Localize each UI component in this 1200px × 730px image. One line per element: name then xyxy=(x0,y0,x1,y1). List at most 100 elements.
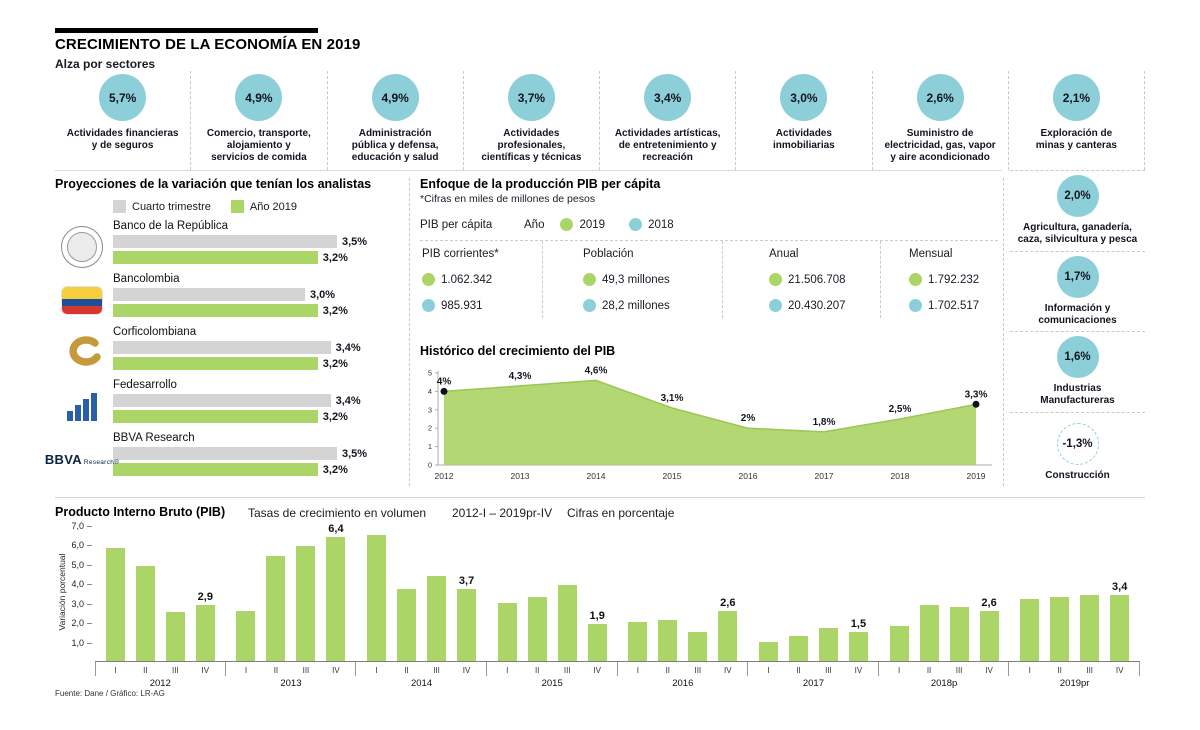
column-header: Mensual xyxy=(909,248,953,260)
q4-bar xyxy=(113,288,305,301)
year-label: 2016 xyxy=(672,678,694,689)
sector-item: 4,9% Comercio, transporte, alojamiento y … xyxy=(190,71,326,170)
bar-value-label: 2,6 xyxy=(720,596,736,609)
y-tick-mark xyxy=(87,584,92,586)
axis-tick xyxy=(95,662,96,676)
bar-slot xyxy=(367,534,387,661)
year-group: 2,6 I II III IV 2016 xyxy=(617,526,749,689)
quarter-label: II xyxy=(796,666,801,675)
pib-subtitle-volume: Tasas de crecimiento en volumen xyxy=(248,506,427,520)
bar-slot xyxy=(658,620,678,661)
quarter-label: IV xyxy=(332,666,340,675)
bar xyxy=(718,610,738,661)
column-header: PIB corrientes* xyxy=(422,248,499,260)
bar-slot xyxy=(296,546,316,661)
value-dot-2019 xyxy=(583,273,596,286)
y-tick-label: 5,0 xyxy=(71,559,84,570)
year-2019-bar xyxy=(113,463,318,476)
projections-legend: Cuarto trimestre Año 2019 xyxy=(113,200,405,213)
percapita-panel: Enfoque de la producción PIB per cápita … xyxy=(420,172,998,318)
quarter-label: III xyxy=(171,666,179,675)
quarter-label: IV xyxy=(985,666,993,675)
bar xyxy=(818,628,838,661)
bar-value-label: 6,4 xyxy=(328,522,344,535)
percapita-note: *Cifras en miles de millones de pesos xyxy=(420,193,596,205)
value-2018: 28,2 millones xyxy=(602,299,670,312)
sector-item: 3,7% Actividades profesionales, científic… xyxy=(462,71,599,170)
year-label: 2013 xyxy=(280,678,302,689)
pib-y-axis: 7,0 6,0 5,0 4,0 3,0 2,0 1,0 xyxy=(50,521,94,662)
quarter-label: I xyxy=(375,666,378,675)
y-tick-mark xyxy=(87,564,92,566)
year-group: 3,4 I II III IV 2019pr xyxy=(1009,526,1140,689)
analyst-logo xyxy=(57,331,107,375)
quarter-label: III xyxy=(825,666,832,675)
bar-value-label: 2,6 xyxy=(981,596,997,609)
data-point-dot xyxy=(440,387,448,395)
x-tick-label: 2019 xyxy=(967,471,986,481)
bar-slot xyxy=(236,610,256,661)
value-dot-2018 xyxy=(769,299,782,312)
title-rule xyxy=(55,28,318,33)
q4-value: 3,5% xyxy=(342,235,368,248)
year-group: 6,4 I II III IV 2013 xyxy=(225,522,357,689)
y-tick-label: 0 xyxy=(428,461,432,470)
year-label: 2018 xyxy=(648,218,674,231)
bar xyxy=(326,536,346,661)
year-label: 2014 xyxy=(410,678,433,689)
y-tick-label: 6,0 xyxy=(71,540,84,551)
sector-value-circle: 1,7% xyxy=(1056,255,1099,298)
quarter-label: IV xyxy=(854,666,863,675)
analyst-logo: BBVA Research® xyxy=(45,437,119,481)
bar xyxy=(266,556,286,661)
bar-slot: 3,7 xyxy=(457,575,477,661)
year-label: 2015 xyxy=(541,678,563,689)
bar xyxy=(919,604,939,661)
gray-swatch xyxy=(113,200,126,213)
q4-value: 3,0% xyxy=(310,288,336,301)
point-label: 4% xyxy=(437,376,452,387)
bar xyxy=(1110,594,1130,661)
percapita-column: Anual 21.506.708 20.430.207 xyxy=(722,241,880,318)
bar-slot: 2,6 xyxy=(979,596,999,661)
q4-value: 3,4% xyxy=(335,341,361,354)
bar-slot: 2,9 xyxy=(195,591,215,661)
sector-value-circle: 3,7% xyxy=(507,74,555,121)
y-tick-label: 2 xyxy=(428,424,432,433)
bar xyxy=(889,626,909,661)
quarter-label: IV xyxy=(201,666,210,675)
quarter-label: II xyxy=(926,666,932,675)
sector-label: Comercio, transporte, alojamiento y serv… xyxy=(206,128,311,164)
point-label: 2,5% xyxy=(889,404,912,415)
legend-label-q4: Cuarto trimestre xyxy=(132,200,211,213)
quarter-label: IV xyxy=(593,666,601,675)
sector-label: Actividades artísticas, de entretenimien… xyxy=(614,128,721,164)
year-2019-value: 3,2% xyxy=(322,463,348,476)
page-title: CRECIMIENTO DE LA ECONOMÍA EN 2019 xyxy=(55,36,361,53)
sector-item: 1,6% Industrias Manufactureras xyxy=(1010,331,1145,412)
year-2019-value: 3,2% xyxy=(322,357,348,370)
horizontal-divider xyxy=(55,497,1145,498)
year-2019-value: 3,2% xyxy=(322,304,348,317)
historico-title: Histórico del crecimiento del PIB xyxy=(420,344,616,358)
bar xyxy=(949,606,969,661)
sector-item: 3,4% Actividades artísticas, de entreteni… xyxy=(599,71,735,170)
q4-bar xyxy=(113,341,331,354)
x-tick-label: 2013 xyxy=(511,471,530,481)
year-label: 2017 xyxy=(802,678,824,689)
analyst-list: Banco de la República 3,5% 3,2% Bancolombia… xyxy=(45,219,405,484)
q4-bar xyxy=(113,235,337,248)
quarter-label: III xyxy=(1086,666,1094,675)
value-2019: 21.506.708 xyxy=(788,273,846,286)
analyst-row: BBVA Research® BBVA Research 3,5% 3,2% xyxy=(45,431,405,484)
analyst-row: Banco de la República 3,5% 3,2% xyxy=(55,219,405,272)
bar-slot: 1,9 xyxy=(587,610,607,661)
sector-label: Agricultura, ganadería, caza, silvicultu… xyxy=(1017,222,1138,246)
percapita-year-row: PIB per cápita Año 2019 2018 xyxy=(420,218,998,231)
axis-tick xyxy=(616,662,618,676)
quarter-label: II xyxy=(273,666,279,675)
sector-item: 5,7% Actividades financieras y de seguros xyxy=(55,71,190,170)
year-group: 2,6 I II III IV 2018p xyxy=(878,526,1010,689)
pib-subtitle-units: Cifras en porcentaje xyxy=(567,506,675,520)
bar-slot xyxy=(135,565,155,661)
